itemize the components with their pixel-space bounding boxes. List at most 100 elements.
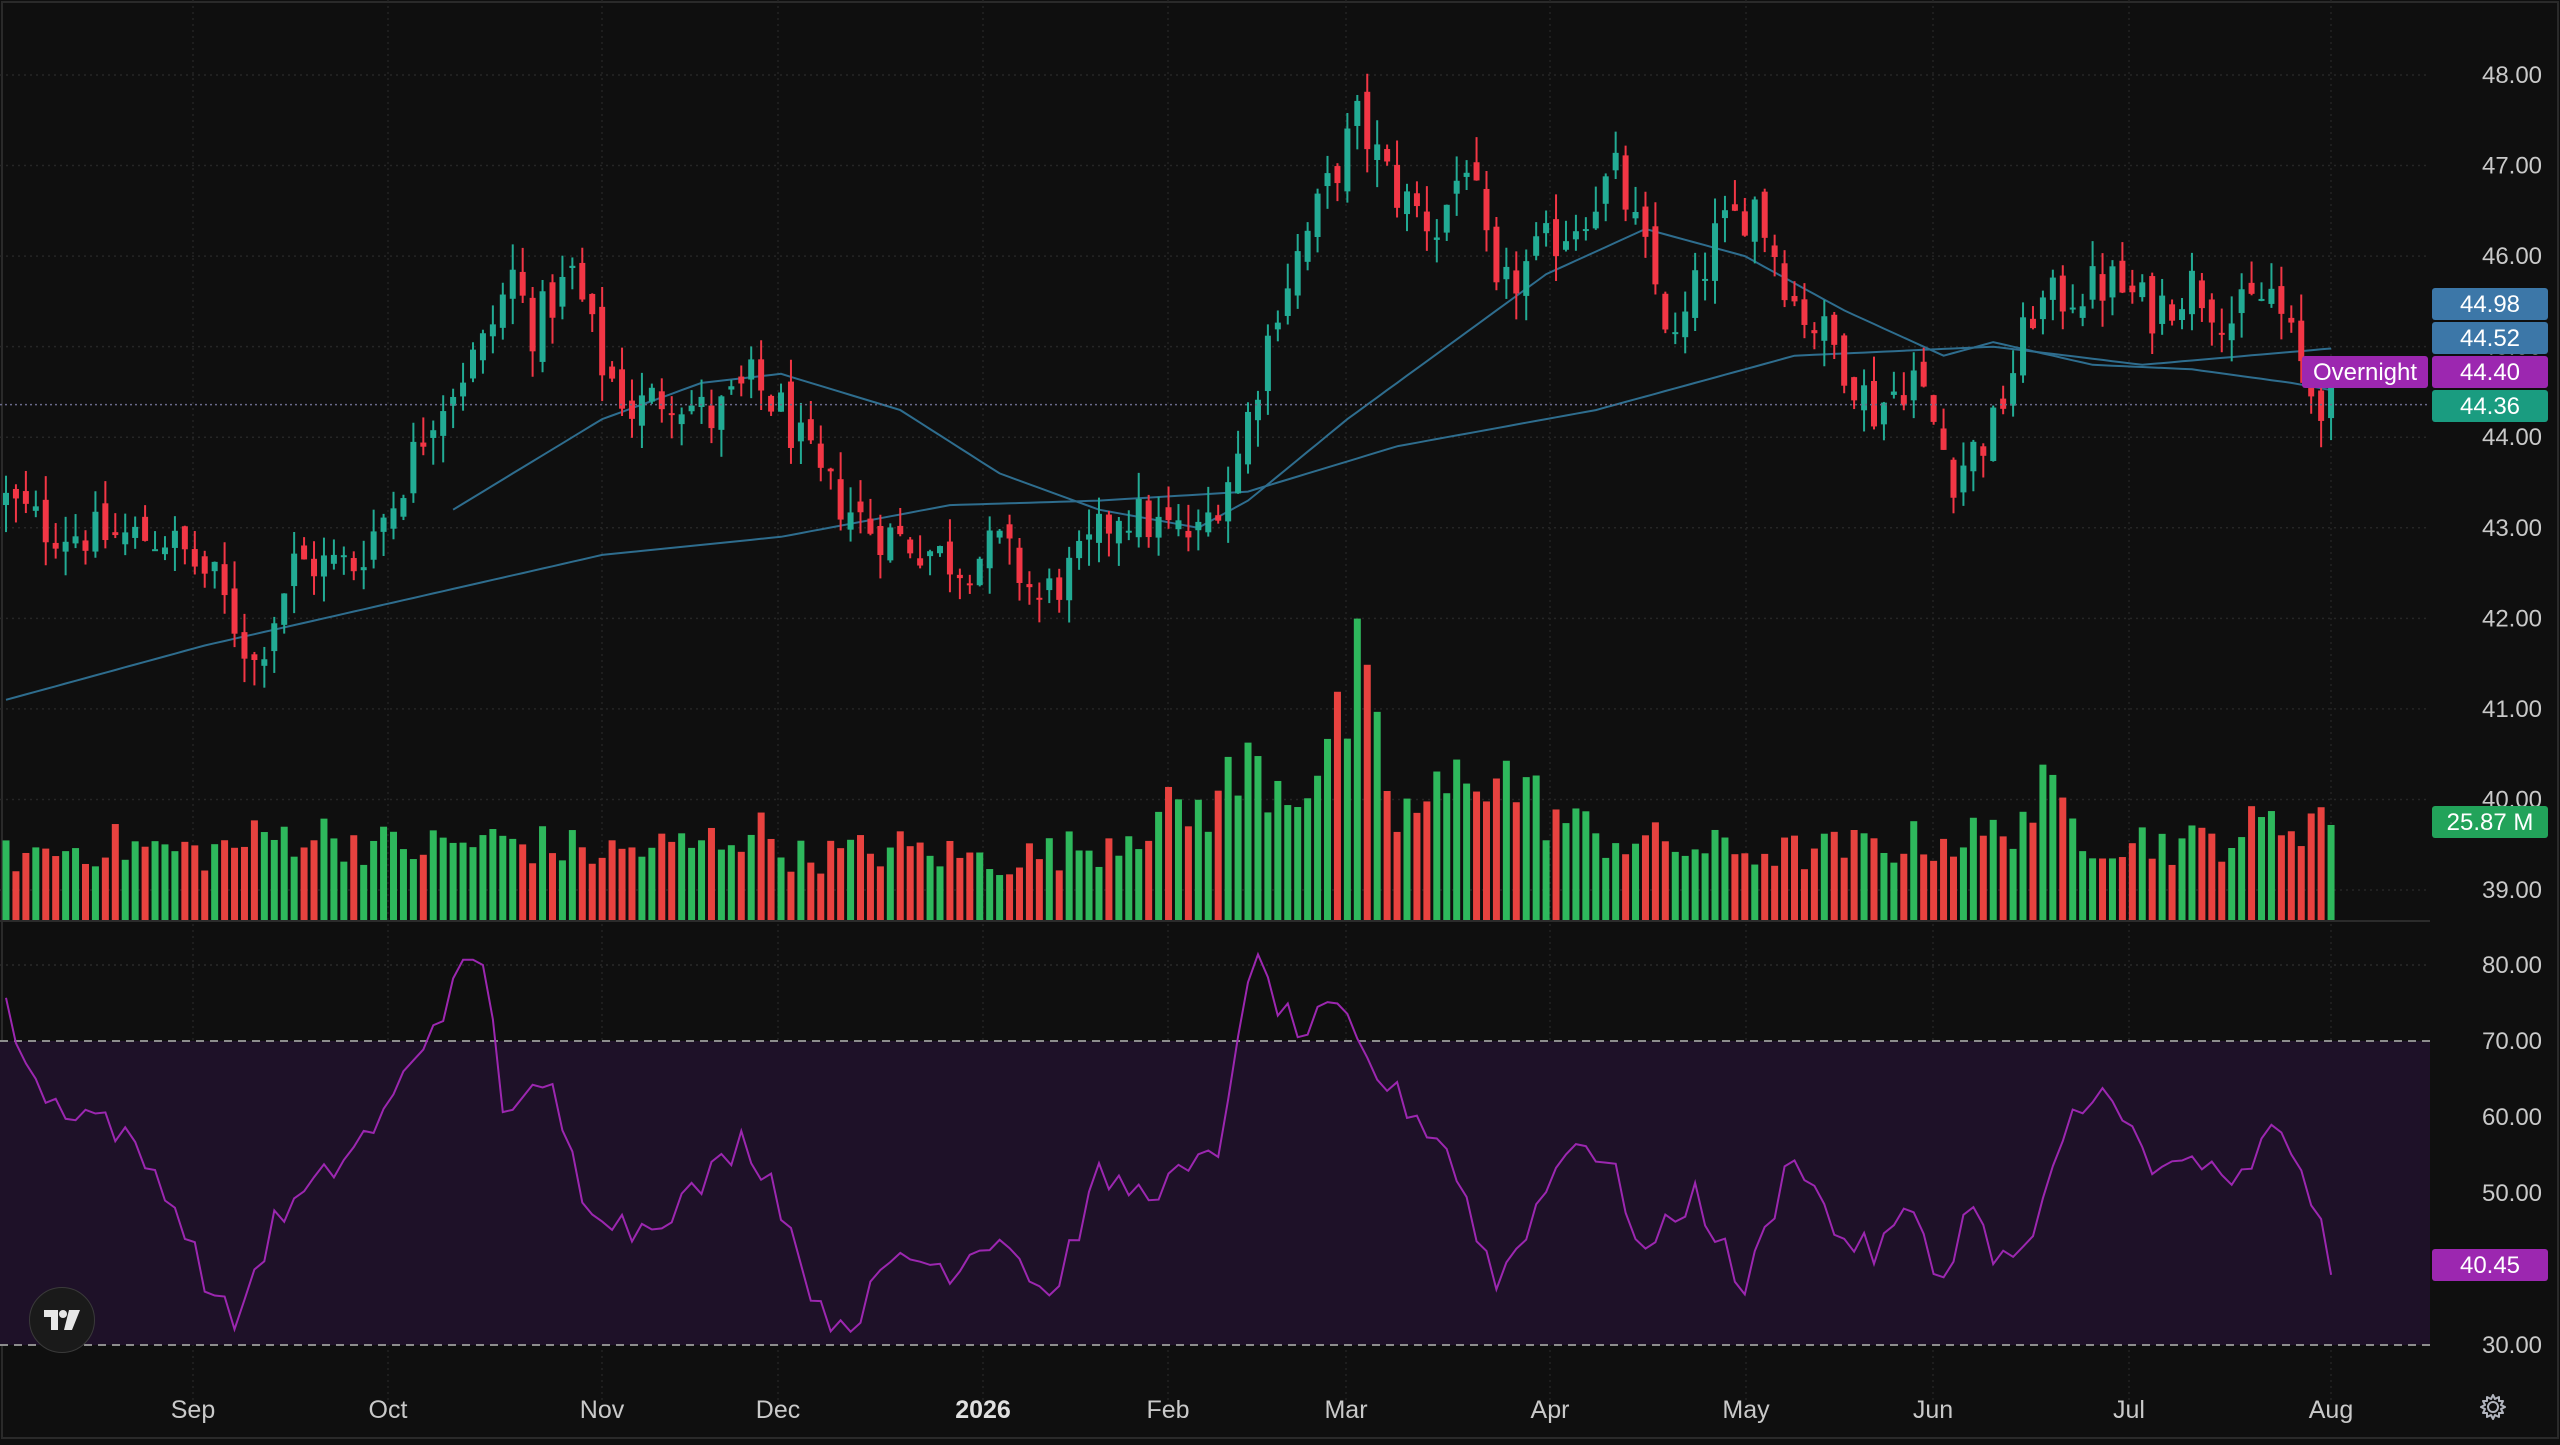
volume-bar xyxy=(161,844,169,920)
price-labels: 44.98 44.52 Overnight 44.40 44.36 25.87 M 40.4… xyxy=(0,288,2548,1281)
candle-body xyxy=(887,527,894,561)
candle-body xyxy=(211,561,218,572)
close-price-value-bg xyxy=(2432,390,2548,422)
candle-body xyxy=(1712,223,1719,281)
candle-body xyxy=(1523,261,1530,296)
volume-bar xyxy=(1781,837,1789,920)
volume-bar xyxy=(1771,865,1779,920)
tradingview-logo[interactable] xyxy=(29,1287,95,1353)
volume-bar xyxy=(588,863,596,920)
volume-bar xyxy=(1920,854,1928,920)
candle-body xyxy=(102,503,109,541)
candle-body xyxy=(261,659,268,666)
candle-body xyxy=(1374,144,1381,160)
candle-body xyxy=(2049,277,2056,300)
candle-body xyxy=(907,539,914,554)
volume-bar xyxy=(847,839,855,920)
volume-bar xyxy=(1433,771,1441,920)
candle-body xyxy=(152,549,159,552)
candle-body xyxy=(1324,173,1331,187)
candle-body xyxy=(668,413,675,416)
candle-body xyxy=(2208,299,2215,323)
volume-bar xyxy=(777,857,785,920)
candle-body xyxy=(1453,180,1460,194)
candle-body xyxy=(1890,391,1897,395)
volume-bar xyxy=(2029,822,2037,920)
volume-bar xyxy=(489,829,497,920)
candle-body xyxy=(1344,128,1351,192)
candle-body xyxy=(678,414,685,425)
volume-bar xyxy=(837,848,845,920)
time-tick-label: Nov xyxy=(580,1396,625,1424)
price-tick-label: 48.00 xyxy=(2482,62,2542,89)
candle-body xyxy=(1682,311,1689,338)
candle-body xyxy=(1841,335,1848,386)
volume-bar xyxy=(1045,838,1053,920)
rsi-line xyxy=(5,951,2333,1334)
volume-bar xyxy=(1830,831,1838,920)
volume-bar xyxy=(399,849,407,920)
time-tick-label: Apr xyxy=(1531,1396,1570,1424)
candle-body xyxy=(539,291,546,362)
volume-bar xyxy=(12,871,20,920)
volume-bar xyxy=(1880,852,1888,920)
volume-bar xyxy=(1473,791,1481,920)
volume-bar xyxy=(101,857,109,920)
volume-bar xyxy=(390,831,398,920)
volume-bar xyxy=(479,835,487,920)
volume-bar xyxy=(956,857,964,920)
volume-bar xyxy=(976,852,984,920)
volume-bar xyxy=(2168,864,2176,920)
volume-bar xyxy=(1443,793,1451,920)
close-price-value: 44.36 xyxy=(2460,393,2520,420)
volume-bar xyxy=(211,844,219,920)
candle-body xyxy=(837,479,844,520)
volume-bar xyxy=(409,859,417,920)
time-tick-label: Jul xyxy=(2113,1396,2145,1424)
volume-bar xyxy=(558,860,566,920)
candle-body xyxy=(1086,534,1093,540)
settings-gear-icon[interactable] xyxy=(2478,1392,2508,1422)
candle-body xyxy=(311,558,318,577)
volume-bar xyxy=(1423,801,1431,920)
volume-bar xyxy=(240,846,248,920)
overnight-label: Overnight xyxy=(2313,359,2417,386)
volume-bar xyxy=(1214,790,1222,920)
sma-long-value: 44.98 xyxy=(2460,291,2520,318)
volume-bar xyxy=(2218,861,2226,920)
candle-body xyxy=(827,468,834,472)
candle-body xyxy=(1155,516,1162,538)
volume-bar xyxy=(2188,825,2196,920)
candle-body xyxy=(1871,380,1877,427)
candle-body xyxy=(1046,578,1053,591)
candle-body xyxy=(559,276,566,307)
volume-bar xyxy=(857,835,865,920)
volume-bar xyxy=(42,848,50,920)
candle-body xyxy=(3,492,9,506)
candle-body xyxy=(2298,320,2305,362)
candle-body xyxy=(2328,381,2335,419)
candle-body xyxy=(1185,530,1192,538)
candle-body xyxy=(1533,236,1540,256)
candle-body xyxy=(460,382,467,397)
volume-bar xyxy=(1035,859,1043,920)
volume-bar xyxy=(350,835,358,920)
candle-body xyxy=(708,405,715,429)
volume-bar xyxy=(658,833,666,920)
volume-bar xyxy=(2327,824,2335,920)
volume-bar xyxy=(1641,835,1649,920)
sma-short-value-bg xyxy=(2432,322,2548,354)
price-tick-label: 39.00 xyxy=(2482,877,2542,904)
candle-body xyxy=(330,554,337,564)
candle-body xyxy=(1761,191,1768,238)
candle-body xyxy=(82,540,89,551)
volume-bar xyxy=(2138,827,2146,920)
candle-body xyxy=(281,593,288,625)
candle-body xyxy=(768,395,775,412)
volume-bar xyxy=(2049,774,2057,920)
rsi-tick-label: 60.00 xyxy=(2482,1104,2542,1131)
volume-bar xyxy=(787,871,795,920)
candle-body xyxy=(2119,260,2126,293)
